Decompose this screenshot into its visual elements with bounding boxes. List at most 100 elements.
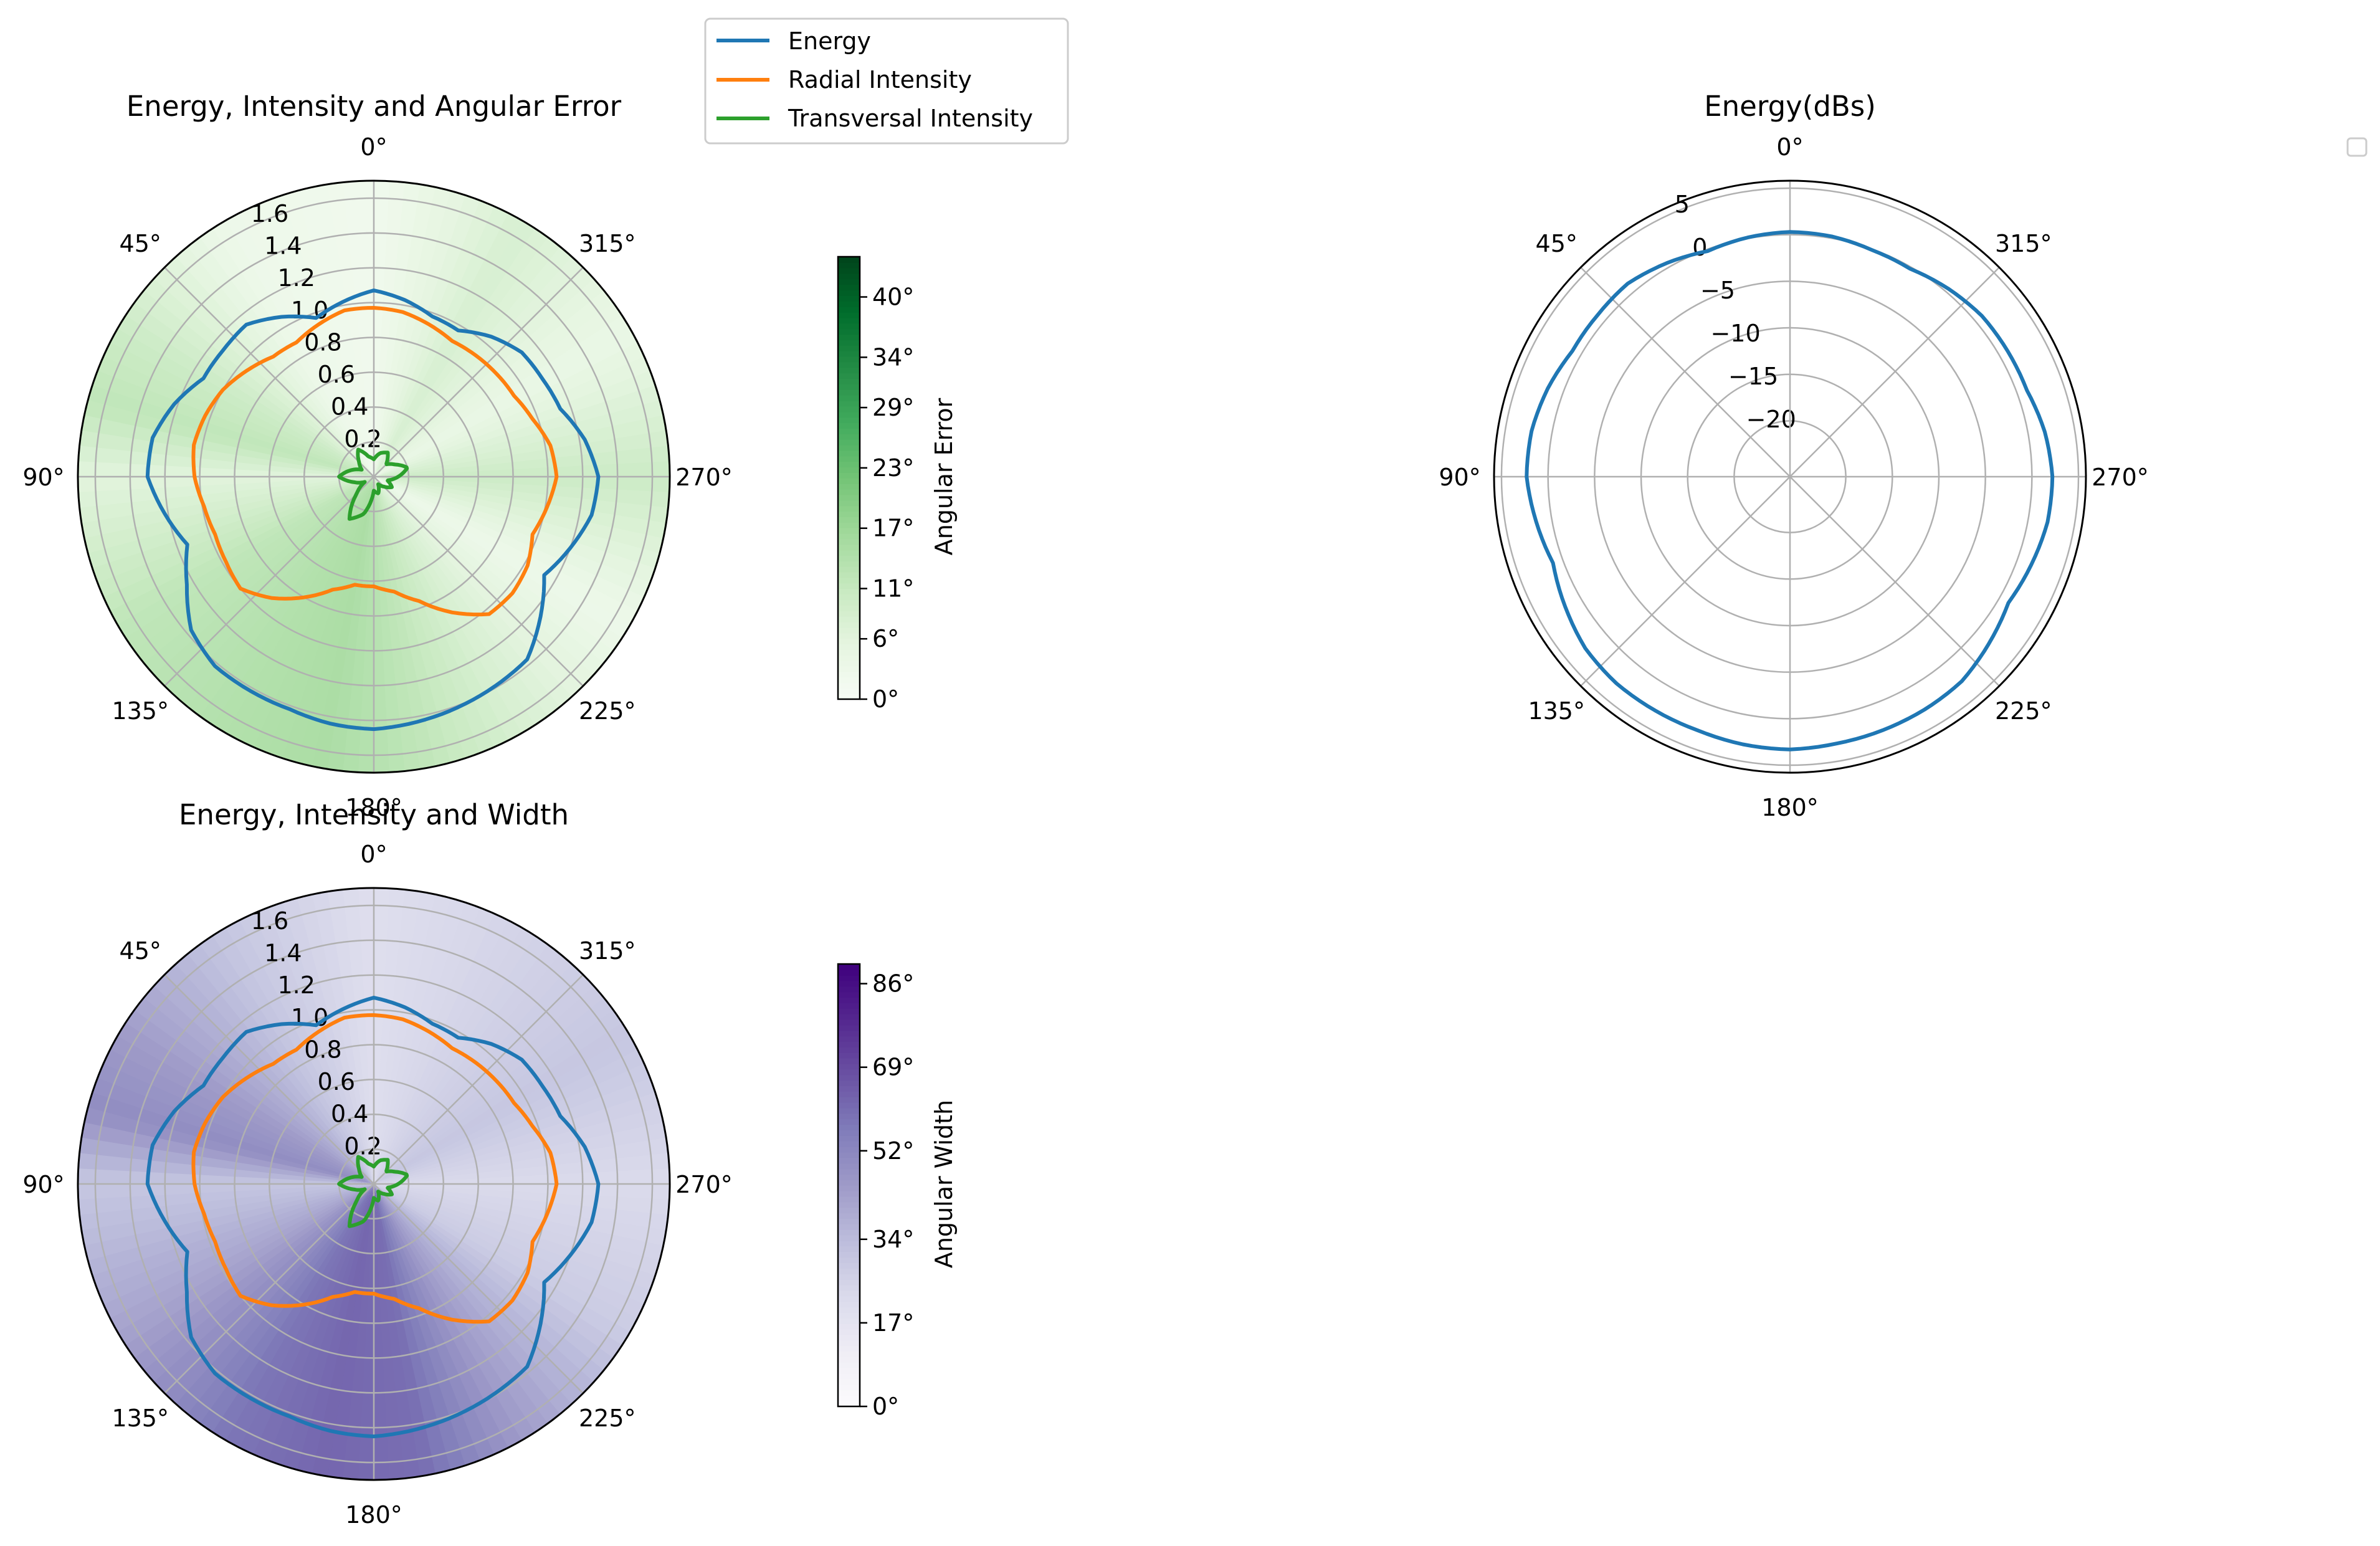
colorbar-label: Angular Error xyxy=(930,398,958,555)
angle-tick-label: 270° xyxy=(2092,464,2149,491)
background-wedge xyxy=(212,477,374,734)
colorbar-segment xyxy=(838,1130,860,1136)
background-wedge xyxy=(374,888,405,1184)
colorbar-segment xyxy=(838,428,860,434)
background-wedge xyxy=(164,477,374,698)
colorbar-segment xyxy=(838,1086,860,1092)
background-wedge xyxy=(374,1184,631,1345)
background-wedge xyxy=(163,257,374,477)
colorbar-segment xyxy=(838,323,860,330)
background-wedge xyxy=(374,477,656,583)
background-wedge xyxy=(327,1184,374,1479)
colorbar-segment xyxy=(838,1074,860,1081)
background-wedge xyxy=(211,927,374,1184)
radial-tick-label: −5 xyxy=(1700,277,1735,304)
colorbar-segment xyxy=(838,356,860,363)
colorbar-tick-label: 40° xyxy=(872,284,914,311)
angle-tick-label: 90° xyxy=(22,1171,64,1198)
background-wedge xyxy=(103,1049,374,1184)
colorbar-segment xyxy=(838,472,860,479)
angle-tick-label: 225° xyxy=(1995,697,2052,725)
colorbar-segment xyxy=(838,605,860,611)
background-wedge xyxy=(267,477,374,759)
series-line-transversal-intensity xyxy=(337,447,409,521)
background-wedge xyxy=(374,1184,561,1424)
colorbar-segment xyxy=(838,1284,860,1291)
background-wedge xyxy=(92,1184,374,1292)
background-wedge xyxy=(77,1168,374,1186)
colorbar-segment xyxy=(838,461,860,468)
colorbar-segment xyxy=(838,367,860,374)
colorbar-segment xyxy=(838,1340,860,1347)
background-wedge xyxy=(374,1184,536,1441)
background-wedge xyxy=(374,477,669,523)
colorbar-segment xyxy=(838,1157,860,1164)
angle-tick-label: 180° xyxy=(345,1501,402,1529)
background-wedge xyxy=(374,477,631,638)
background-wedge xyxy=(78,446,374,477)
background-wedge xyxy=(374,289,614,477)
polar-chart-energy-intensity-angular-error: Energy, Intensity and Angular Error 0.2 0… xyxy=(22,90,732,821)
radial-tick-label: 1.0 xyxy=(291,1004,328,1031)
background-wedge xyxy=(374,907,495,1184)
background-wedge xyxy=(78,1153,374,1184)
background-wedge xyxy=(374,953,572,1184)
background-wedge xyxy=(374,1184,605,1382)
colorbar-segment xyxy=(838,522,860,528)
colorbar-segment xyxy=(838,660,860,667)
colorbar-segment xyxy=(838,1097,860,1103)
angular-gridline xyxy=(164,267,374,477)
background-wedge xyxy=(374,1184,573,1415)
background-wedge xyxy=(312,1184,374,1477)
background-wedge xyxy=(374,477,573,707)
background-wedge xyxy=(77,461,374,479)
polar-chart-energy-dbs: Energy(dBs) −20 −15 −10 −5 05 0° 45° 90° 135° 180… xyxy=(1439,90,2148,821)
colorbar-segment xyxy=(838,1146,860,1153)
colorbar-segment xyxy=(838,434,860,440)
legend-label-transversal-intensity: Transversal Intensity xyxy=(788,105,1033,132)
background-wedge xyxy=(81,1122,374,1184)
background-wedge xyxy=(374,985,604,1184)
background-wedge xyxy=(374,891,436,1184)
colorbar-segment xyxy=(838,257,860,263)
background-wedge xyxy=(176,1184,374,1415)
colorbar-segment xyxy=(838,406,860,413)
background-wedge xyxy=(374,1184,651,1305)
angle-tick-label: 270° xyxy=(675,464,733,491)
background-wedge xyxy=(374,477,561,717)
colorbar-segment xyxy=(838,611,860,617)
background-wedge xyxy=(358,477,376,773)
radial-tick-label: 0 xyxy=(1692,234,1707,261)
background-wedge xyxy=(374,255,583,477)
empty-legend-box xyxy=(2346,137,2368,157)
colorbar-segment xyxy=(838,544,860,551)
colorbar-tick-label: 6° xyxy=(872,625,899,652)
colorbar-segment xyxy=(838,550,860,556)
series-line-radial-intensity xyxy=(191,306,559,617)
colorbar-segment xyxy=(838,262,860,269)
colorbar-segment xyxy=(838,517,860,523)
colorbar-segment xyxy=(838,969,860,976)
background-wedge xyxy=(374,184,436,477)
background-wedge xyxy=(374,1184,639,1332)
background-wedge xyxy=(224,212,374,477)
chart-title: Energy, Intensity and Width xyxy=(179,798,569,831)
legend-label-energy: Energy xyxy=(788,27,871,55)
background-wedge xyxy=(153,975,374,1184)
background-wedge xyxy=(374,477,605,675)
colorbar-segment xyxy=(838,483,860,490)
colorbar-segment xyxy=(838,1013,860,1020)
colorbar-segment xyxy=(838,1218,860,1224)
colorbar-segment xyxy=(838,1384,860,1391)
angular-gridline xyxy=(164,476,374,687)
colorbar-segment xyxy=(838,450,860,457)
background-wedge xyxy=(266,195,374,477)
colorbar-segment xyxy=(838,1008,860,1014)
colorbar-segment xyxy=(838,1102,860,1109)
radial-tick-label: 0.6 xyxy=(318,361,355,388)
background-wedge xyxy=(374,1048,644,1184)
colorbar-segment xyxy=(838,1190,860,1197)
background-wedge xyxy=(374,963,583,1184)
legend-frame xyxy=(704,17,1069,145)
angle-tick-label: 0° xyxy=(1776,133,1803,161)
